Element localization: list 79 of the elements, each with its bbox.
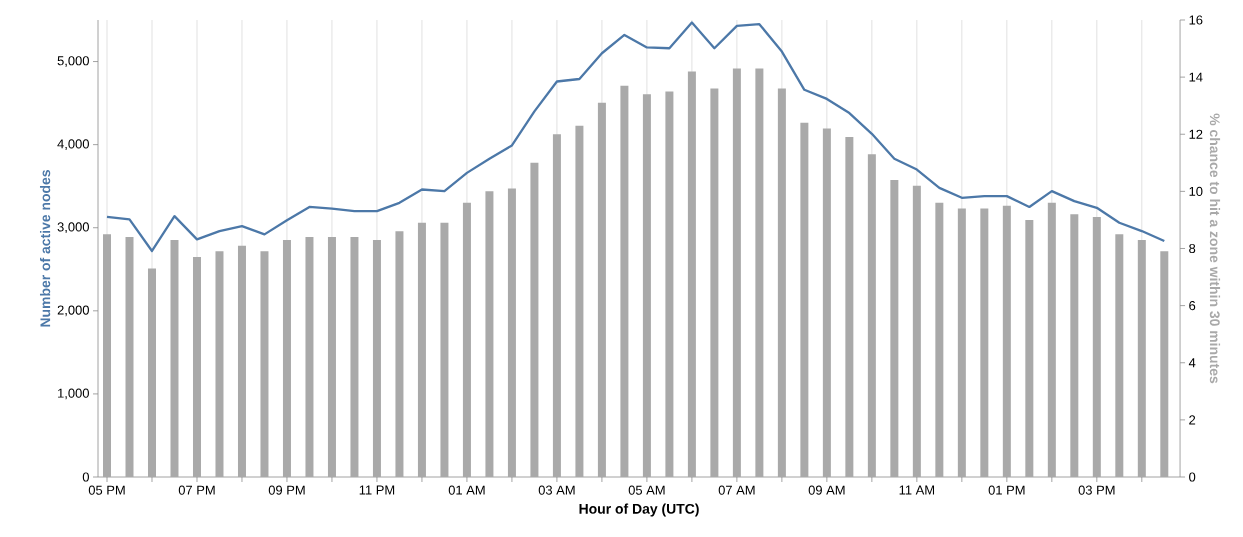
bar [1137, 239, 1146, 477]
bar [530, 162, 539, 477]
bar [192, 257, 201, 477]
bar [1115, 234, 1124, 477]
y2-tick-label: 2 [1189, 415, 1196, 425]
bar [305, 237, 314, 477]
bar [462, 202, 471, 477]
bar [350, 237, 359, 477]
bar [1092, 217, 1101, 477]
bar [1025, 219, 1034, 477]
y-tick-label: 1,000 [58, 388, 89, 400]
bar [372, 239, 381, 477]
bar [1070, 214, 1079, 477]
bar [777, 88, 786, 477]
bar [957, 208, 966, 477]
y2-axis-title: % chance to hit a zone within 30 minutes [1209, 113, 1221, 384]
bar [125, 237, 134, 477]
x-tick-label: 11 AM [899, 485, 935, 495]
x-tick-label: 01 AM [448, 485, 485, 495]
x-tick-label: 05 AM [628, 485, 665, 495]
bar [417, 222, 426, 477]
line-series [105, 21, 1166, 253]
x-tick-label: 03 PM [1078, 485, 1115, 495]
bar [507, 188, 516, 477]
x-axis-title: Hour of Day (UTC) [579, 503, 699, 517]
y-tick-label: 2,000 [57, 305, 89, 317]
bar [710, 88, 719, 477]
y2-tick-label: 0 [1189, 472, 1196, 482]
bar [912, 185, 921, 477]
bar [980, 208, 989, 477]
y2-tick-label: 4 [1188, 358, 1196, 368]
bar [597, 102, 606, 477]
x-tick-label: 11 PM [359, 485, 395, 495]
y-tick-label: 3,000 [57, 222, 89, 234]
bar [147, 268, 156, 477]
y2-tick-label: 6 [1189, 301, 1196, 311]
bar [327, 237, 336, 477]
bar [170, 239, 179, 477]
bar [687, 71, 696, 477]
bar [395, 231, 404, 477]
y-tick-label: 0 [82, 472, 89, 482]
bar [1047, 202, 1056, 477]
bar [1160, 251, 1169, 477]
bar [890, 179, 899, 477]
x-tick-label: 09 PM [268, 485, 305, 495]
y2-tick-label: 8 [1189, 243, 1196, 254]
y2-tick-label: 16 [1189, 15, 1203, 25]
bar [1002, 205, 1011, 477]
bar [237, 245, 246, 477]
x-tick-label: 07 PM [178, 485, 215, 495]
bar [732, 68, 741, 477]
bar [665, 91, 674, 477]
bar [822, 128, 831, 477]
bar [755, 68, 764, 477]
bar [103, 234, 111, 477]
x-tick-label: 03 AM [538, 485, 575, 495]
bar [215, 251, 224, 477]
y2-tick-label: 10 [1189, 186, 1203, 196]
bar [282, 239, 291, 477]
bar [642, 94, 651, 477]
y-tick-label: 4,000 [57, 139, 89, 150]
bar [485, 191, 494, 477]
y-axis-title: Number of active nodes [39, 170, 51, 327]
x-tick-label: 07 AM [718, 485, 755, 495]
bar [620, 85, 629, 477]
bar [845, 137, 854, 477]
bar [800, 122, 809, 477]
bar [575, 125, 584, 477]
bar [260, 251, 269, 477]
y-tick-label: 5,000 [57, 56, 89, 67]
bar [867, 154, 876, 477]
bar [935, 202, 944, 477]
bar [552, 134, 561, 477]
y2-tick-label: 14 [1189, 72, 1203, 82]
x-tick-label: 05 PM [88, 485, 125, 495]
x-tick-label: 01 PM [988, 485, 1025, 495]
bar [440, 222, 449, 477]
y2-tick-label: 12 [1189, 129, 1203, 139]
x-tick-label: 09 AM [808, 485, 845, 495]
